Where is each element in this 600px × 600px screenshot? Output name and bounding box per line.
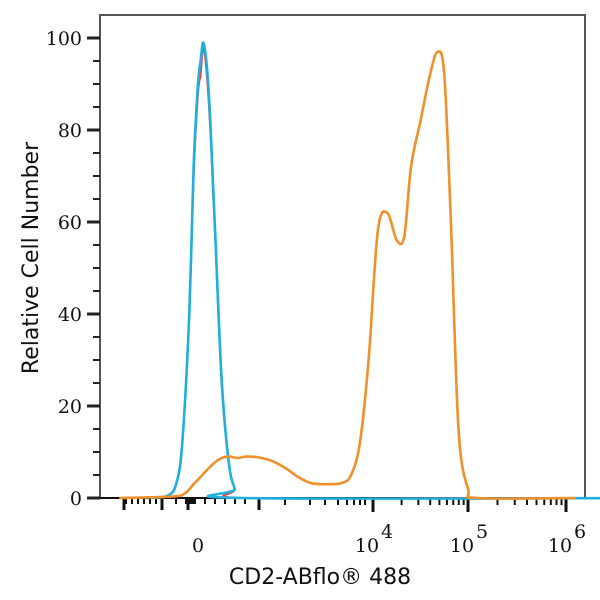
- x-tick-label: 106: [548, 521, 586, 557]
- series-red-line: [149, 46, 469, 500]
- svg-text:10: 10: [450, 535, 474, 557]
- x-tick-label: 104: [355, 521, 393, 557]
- svg-text:10: 10: [548, 535, 572, 557]
- x-tick-label: 0: [192, 535, 204, 557]
- y-tick-label: 20: [58, 396, 82, 418]
- svg-text:6: 6: [574, 521, 586, 543]
- y-axis: 0 20 40 60 80 100: [46, 28, 100, 510]
- svg-text:0: 0: [192, 535, 204, 557]
- histogram-series: [119, 41, 600, 500]
- series-orange-line: [119, 50, 576, 500]
- y-axis-title: Relative Cell Number: [19, 141, 44, 374]
- svg-text:10: 10: [355, 535, 379, 557]
- y-tick-label: 60: [58, 212, 82, 234]
- svg-text:4: 4: [381, 521, 393, 543]
- y-tick-label: 80: [58, 120, 82, 142]
- y-tick-label: 100: [46, 28, 82, 50]
- plot-frame: [99, 14, 586, 499]
- y-tick-label: 0: [70, 488, 82, 510]
- svg-text:5: 5: [476, 521, 488, 543]
- x-tick-label: 105: [450, 521, 488, 557]
- series-blue-line: [149, 41, 600, 500]
- y-tick-label: 40: [58, 304, 82, 326]
- x-axis-title: CD2-ABflo® 488: [229, 565, 411, 590]
